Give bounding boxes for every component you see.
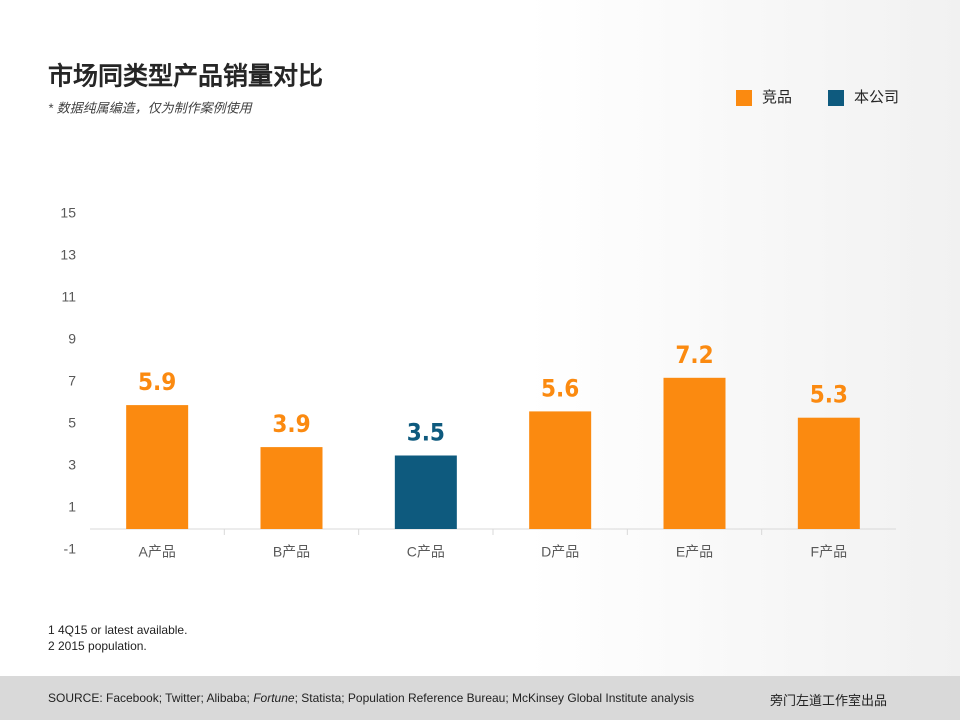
footer: SOURCE: Facebook; Twitter; Alibaba; Fort…: [0, 676, 960, 720]
bar: [663, 377, 726, 529]
y-tick-label: 7: [68, 373, 76, 389]
bar: [797, 417, 860, 529]
value-label: 3.5: [407, 419, 445, 447]
y-tick-label: -1: [64, 541, 77, 557]
bar: [260, 447, 323, 529]
legend-swatch: [828, 90, 844, 106]
x-tick-label: C产品: [407, 544, 445, 560]
value-label: 5.3: [810, 381, 848, 409]
y-tick-label: 3: [68, 457, 76, 473]
x-tick-label: E产品: [676, 544, 713, 560]
bar: [394, 455, 457, 529]
legend-label: 竞品: [762, 88, 792, 106]
legend-swatch: [736, 90, 752, 106]
chart-title: 市场同类型产品销量对比: [48, 62, 323, 91]
chart-subtitle: * 数据纯属编造，仅为制作案例使用: [48, 100, 254, 115]
y-tick-label: 13: [60, 247, 76, 263]
source-text: Fortune: [253, 691, 295, 705]
y-tick-label: 11: [61, 289, 76, 305]
value-label: 3.9: [272, 410, 310, 438]
footnote: 1 4Q15 or latest available.: [48, 623, 187, 637]
legend-label: 本公司: [854, 89, 899, 106]
x-tick-label: D产品: [541, 544, 579, 560]
source-text: ; Statista; Population Reference Bureau;…: [294, 691, 695, 705]
source-text: SOURCE: Facebook; Twitter; Alibaba;: [48, 691, 254, 705]
y-tick-label: 5: [68, 415, 76, 431]
chart: 市场同类型产品销量对比 * 数据纯属编造，仅为制作案例使用 1 4Q15 or …: [48, 62, 899, 654]
y-tick-label: 1: [68, 499, 76, 515]
value-label: 7.2: [675, 341, 713, 369]
bar: [126, 405, 189, 529]
value-label: 5.6: [541, 374, 579, 402]
bar: [529, 411, 592, 529]
value-label: 5.9: [138, 368, 176, 396]
footnote: 2 2015 population.: [48, 639, 147, 653]
credit: 旁门左道工作室出品: [770, 693, 888, 708]
x-tick-label: A产品: [138, 544, 175, 560]
source: SOURCE: Facebook; Twitter; Alibaba; Fort…: [48, 691, 694, 705]
y-tick-label: 9: [68, 331, 76, 347]
x-tick-label: B产品: [273, 544, 310, 560]
x-tick-label: F产品: [811, 544, 848, 560]
y-tick-label: 15: [60, 205, 76, 221]
